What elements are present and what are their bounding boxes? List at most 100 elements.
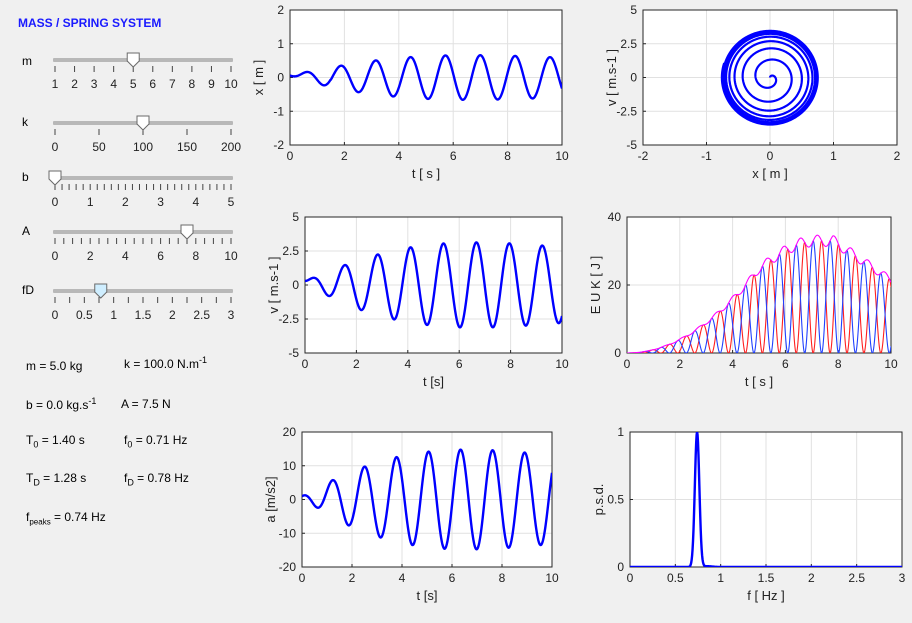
x-axis-label: t [s] <box>423 374 444 389</box>
x-tick-label: 0 <box>287 149 294 163</box>
x-tick-label: 0 <box>624 357 631 371</box>
slider-fd: fD 0 0.5 1 1.5 2 2.5 3 <box>22 281 235 331</box>
slider-thumb[interactable] <box>136 115 150 131</box>
chart-v-t: 0 2 4 6 8 10 -5 -2.5 0 2.5 5 t [s] v [ m.s-1 ] <box>266 210 569 389</box>
amplitude-readout: A = 7.5 N <box>121 397 171 411</box>
x-tick-label: 10 <box>555 357 569 371</box>
chart-v-x: -2 -1 0 1 2 -5 -2.5 0 2.5 5 x [ m ] v [ m.s-1 ] <box>604 3 901 181</box>
y-tick-label: 0 <box>289 493 296 507</box>
y-tick-label: 0 <box>277 71 284 85</box>
chart-E-t: 0 2 4 6 8 10 0 20 40 t [ s ] E U K [ J ] <box>588 210 898 389</box>
x-tick-label: 0.5 <box>667 571 684 585</box>
x-tick-label: 4 <box>729 357 736 371</box>
x-tick-label: 2 <box>808 571 815 585</box>
x-tick-label: 2.5 <box>848 571 865 585</box>
x-tick-label: 2 <box>349 571 356 585</box>
y-axis-label: E U K [ J ] <box>588 256 603 315</box>
slider-tick-label: 1 <box>87 195 94 209</box>
series-total-energy <box>627 234 891 353</box>
slider-tick-label: 2 <box>169 308 176 322</box>
x-tick-label: 1.5 <box>758 571 775 585</box>
x-tick-label: 3 <box>899 571 906 585</box>
y-tick-label: 10 <box>283 459 297 473</box>
slider-b: b 0 1 2 3 4 5 <box>22 168 235 218</box>
y-tick-label: -10 <box>279 526 297 540</box>
x-tick-label: -2 <box>638 149 649 163</box>
driving-period-readout: TD = 1.28 s <box>26 471 87 488</box>
slider-tick-label: 10 <box>224 249 238 263</box>
y-tick-label: 2 <box>277 3 284 17</box>
slider-thumb[interactable] <box>48 170 62 186</box>
x-tick-label: 4 <box>399 571 406 585</box>
slider-track[interactable] <box>53 58 233 62</box>
series-line <box>302 448 552 551</box>
y-tick-label: 20 <box>283 425 297 439</box>
x-tick-label: 2 <box>676 357 683 371</box>
series-line <box>305 241 562 329</box>
y-axis-label: x [ m ] <box>251 60 266 95</box>
x-axis-label: t [ s ] <box>745 374 773 389</box>
chart-psd: 0 0.5 1 1.5 2 2.5 3 0 0.5 1 f [ Hz ] p.s.d. <box>591 425 906 603</box>
slider-track[interactable] <box>53 176 233 180</box>
natural-period-readout: T0 = 1.40 s <box>26 433 85 450</box>
slider-thumb[interactable] <box>126 52 140 68</box>
y-tick-label: -20 <box>279 560 297 574</box>
x-tick-label: 10 <box>555 149 569 163</box>
slider-tick-label: 3 <box>157 195 164 209</box>
slider-track-area: 0 50 100 150 200 <box>52 115 241 154</box>
slider-tick-label: 6 <box>157 249 164 263</box>
slider-tick-label: 4 <box>110 77 117 91</box>
x-tick-label: 0 <box>302 357 309 371</box>
x-tick-label: 0 <box>627 571 634 585</box>
y-tick-label: 0 <box>617 560 624 574</box>
mass-readout: m = 5.0 kg <box>26 359 83 373</box>
chart-a-t: 0 2 4 6 8 10 -20 -10 0 10 20 t [s] a [m/s2] <box>263 425 559 603</box>
y-tick-label: 0 <box>614 346 621 360</box>
slider-tick-label: 4 <box>192 195 199 209</box>
x-tick-label: 10 <box>545 571 559 585</box>
y-tick-label: 0 <box>630 71 637 85</box>
slider-tick-label: 2.5 <box>193 308 210 322</box>
y-tick-label: -5 <box>288 346 299 360</box>
chart-x-t: 0 2 4 6 8 10 -2 -1 0 1 2 t [ s ] x [ m ] <box>251 3 569 181</box>
slider-tick-label: 0 <box>52 140 59 154</box>
x-axis-label: t [s] <box>417 588 438 603</box>
x-tick-label: 8 <box>504 149 511 163</box>
x-tick-label: 10 <box>884 357 898 371</box>
slider-thumb[interactable] <box>180 224 194 240</box>
x-tick-label: 6 <box>450 149 457 163</box>
slider-tick-label: 0 <box>52 308 59 322</box>
x-axis-label: x [ m ] <box>752 166 787 181</box>
x-tick-label: -1 <box>701 149 712 163</box>
plot-frame <box>301 431 553 568</box>
x-tick-label: 6 <box>456 357 463 371</box>
x-axis-label: f [ Hz ] <box>747 588 785 603</box>
y-tick-label: 2.5 <box>282 244 299 258</box>
slider-tick-label: 7 <box>169 77 176 91</box>
slider-label: b <box>22 170 29 184</box>
slider-tick-label: 6 <box>149 77 156 91</box>
damping-readout: b = 0.0 kg.s-1 <box>26 396 97 412</box>
x-tick-label: 6 <box>782 357 789 371</box>
y-tick-label: 40 <box>608 210 622 224</box>
natural-frequency-readout: f0 = 0.71 Hz <box>124 433 188 450</box>
app-title: MASS / SPRING SYSTEM <box>18 16 162 30</box>
slider-tick-label: 5 <box>228 195 235 209</box>
y-axis-label: v [ m.s-1 ] <box>604 49 619 106</box>
slider-tick-label: 2 <box>87 249 94 263</box>
slider-tick-label: 2 <box>71 77 78 91</box>
slider-tick-label: 1.5 <box>135 308 152 322</box>
slider-tick-label: 10 <box>224 77 238 91</box>
y-axis-label: a [m/s2] <box>263 476 278 522</box>
slider-tick-label: 0 <box>52 195 59 209</box>
slider-tick-label: 0.5 <box>76 308 93 322</box>
y-tick-label: 0 <box>292 278 299 292</box>
y-tick-label: 5 <box>630 3 637 17</box>
x-axis-label: t [ s ] <box>412 166 440 181</box>
slider-tick-label: 150 <box>177 140 197 154</box>
slider-tick-label: 3 <box>228 308 235 322</box>
slider-tick-label: 0 <box>52 249 59 263</box>
slider-thumb[interactable] <box>94 283 108 299</box>
slider-tick-label: 8 <box>189 77 196 91</box>
slider-label: A <box>22 224 31 238</box>
